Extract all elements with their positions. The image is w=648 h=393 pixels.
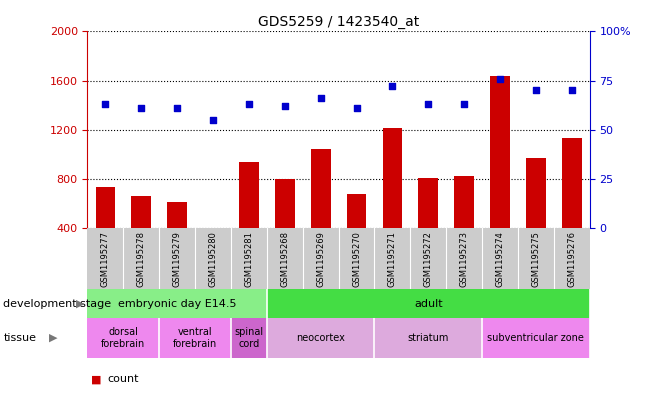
Text: dorsal
forebrain: dorsal forebrain — [101, 327, 146, 349]
Bar — [231, 318, 267, 358]
Point — [136, 105, 146, 111]
Bar — [167, 202, 187, 277]
Point — [351, 105, 362, 111]
Bar — [419, 178, 438, 277]
Point — [566, 87, 577, 94]
Text: GSM1195268: GSM1195268 — [281, 231, 289, 287]
Text: GSM1195280: GSM1195280 — [209, 231, 218, 287]
Point — [208, 117, 218, 123]
Text: GSM1195270: GSM1195270 — [352, 231, 361, 287]
Title: GDS5259 / 1423540_at: GDS5259 / 1423540_at — [258, 15, 419, 29]
Bar — [267, 318, 375, 358]
Point — [244, 101, 254, 107]
Text: development stage: development stage — [3, 299, 111, 309]
Bar — [239, 162, 259, 277]
Text: GSM1195269: GSM1195269 — [316, 231, 325, 287]
Text: embryonic day E14.5: embryonic day E14.5 — [118, 299, 237, 309]
Point — [388, 83, 398, 90]
Text: tissue: tissue — [3, 333, 36, 343]
Text: GSM1195273: GSM1195273 — [459, 231, 469, 287]
Bar — [159, 318, 231, 358]
Text: GSM1195281: GSM1195281 — [244, 231, 253, 287]
Point — [459, 101, 469, 107]
Point — [316, 95, 326, 101]
Bar — [87, 318, 159, 358]
Text: striatum: striatum — [408, 333, 449, 343]
Bar — [382, 129, 402, 277]
Text: ▶: ▶ — [76, 299, 85, 309]
Point — [100, 101, 111, 107]
Bar — [311, 149, 330, 277]
Point — [423, 101, 434, 107]
Bar — [490, 75, 510, 277]
Point — [531, 87, 541, 94]
Text: GSM1195278: GSM1195278 — [137, 231, 146, 287]
Bar — [562, 138, 582, 277]
Bar — [375, 318, 482, 358]
Text: GSM1195276: GSM1195276 — [567, 231, 576, 287]
Text: subventricular zone: subventricular zone — [487, 333, 584, 343]
Text: GSM1195277: GSM1195277 — [101, 231, 110, 287]
Point — [172, 105, 182, 111]
Text: spinal
cord: spinal cord — [235, 327, 264, 349]
Point — [495, 75, 505, 82]
Bar — [87, 289, 267, 318]
Text: GSM1195274: GSM1195274 — [496, 231, 505, 287]
Bar — [267, 289, 590, 318]
Bar — [275, 179, 295, 277]
Text: GSM1195271: GSM1195271 — [388, 231, 397, 287]
Text: ▶: ▶ — [49, 333, 57, 343]
Bar — [132, 196, 151, 277]
Bar — [347, 193, 366, 277]
Bar — [203, 233, 223, 277]
Text: GSM1195279: GSM1195279 — [172, 231, 181, 287]
Text: GSM1195272: GSM1195272 — [424, 231, 433, 287]
Text: adult: adult — [414, 299, 443, 309]
Bar — [526, 158, 546, 277]
Bar — [95, 187, 115, 277]
Text: ■: ■ — [91, 374, 101, 384]
Bar — [482, 318, 590, 358]
Bar — [454, 176, 474, 277]
Text: ventral
forebrain: ventral forebrain — [173, 327, 217, 349]
Text: GSM1195275: GSM1195275 — [531, 231, 540, 287]
Point — [279, 103, 290, 109]
Text: count: count — [107, 374, 139, 384]
Text: neocortex: neocortex — [296, 333, 345, 343]
